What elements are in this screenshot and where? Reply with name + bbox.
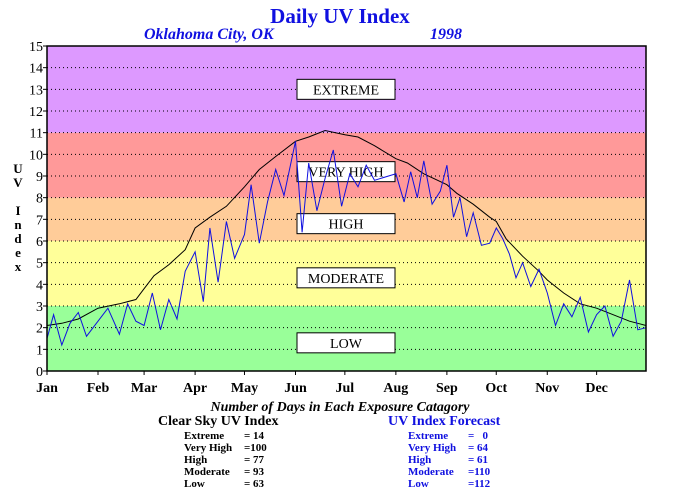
x-tick-label: Sep (436, 381, 458, 396)
row-value: = 64 (468, 442, 489, 454)
y-axis-label: U V I n d e x (10, 162, 26, 274)
y-tick-label: 4 (36, 278, 43, 293)
y-tick-label: 6 (36, 235, 43, 250)
row-value: = 63 (244, 478, 265, 490)
y-tick-label: 1 (36, 343, 43, 358)
y-axis-label-char: n (14, 217, 22, 232)
band-label-box (296, 267, 396, 289)
band-label: HIGH (329, 218, 364, 233)
band-label-box (296, 213, 396, 235)
plot-frame (46, 45, 647, 372)
row-value: = 14 (244, 430, 265, 442)
row-label: Low (408, 478, 429, 490)
clear-sky-row: Extreme = 14 (184, 430, 267, 442)
x-tick-label: Dec (585, 381, 608, 396)
row-label: Extreme (408, 430, 449, 442)
y-axis-label-char: I (15, 203, 21, 218)
forecast-table: Extreme = 0 Very High = 64 High = 61 Modera… (408, 430, 490, 490)
band-label: LOW (330, 337, 363, 352)
chart-title: Daily UV Index (270, 4, 410, 28)
row-value: =110 (468, 466, 491, 478)
clear-sky-row: High = 77 (184, 454, 267, 466)
forecast-row: High = 61 (408, 454, 490, 466)
row-value: = 0 (468, 430, 489, 442)
clear_sky-series-line (46, 129, 647, 326)
chart-location: Oklahoma City, OK (144, 26, 274, 43)
row-value: =100 (244, 442, 267, 454)
y-tick-label: 9 (36, 170, 43, 185)
forecast-row: Low =112 (408, 478, 490, 490)
band-label-box (296, 161, 396, 183)
y-tick-label: 10 (29, 148, 43, 163)
y-tick-label: 12 (29, 105, 43, 120)
clear-sky-table: Extreme = 14 Very High =100 High = 77 Moder… (184, 430, 267, 490)
y-tick-label: 11 (30, 127, 43, 142)
y-tick-label: 8 (36, 192, 43, 207)
y-axis-label-char: V (13, 175, 23, 190)
chart-year: 1998 (430, 26, 462, 43)
clear-sky-row: Moderate = 93 (184, 466, 267, 478)
row-label: Moderate (408, 466, 454, 478)
forecast-heading: UV Index Forecast (388, 414, 501, 429)
clear-sky-row: Low = 63 (184, 478, 267, 490)
x-tick-label: Jul (336, 381, 355, 396)
y-tick-label: 7 (36, 213, 43, 228)
y-tick-label: 5 (36, 257, 43, 272)
x-tick-label: Nov (535, 381, 559, 396)
x-tick-label: Apr (183, 381, 207, 396)
y-tick-label: 13 (29, 83, 43, 98)
row-label: High (408, 454, 432, 466)
row-value: =112 (468, 478, 491, 490)
x-tick-label: Mar (131, 381, 157, 396)
x-tick-label: Feb (87, 381, 110, 396)
forecast-row: Moderate =110 (408, 466, 490, 478)
category-caption: Number of Days in Each Exposure Catagory (210, 400, 470, 415)
y-tick-label: 15 (29, 40, 43, 55)
x-tick-label: Jan (36, 381, 58, 396)
forecast-series-line (46, 141, 647, 347)
row-label: Extreme (184, 430, 225, 442)
band-label-box (296, 78, 396, 100)
y-tick-label: 14 (29, 62, 43, 77)
row-label: Very High (408, 442, 457, 454)
band-label: MODERATE (308, 272, 384, 287)
x-tick-label: Jun (284, 381, 307, 396)
row-label: Low (184, 478, 205, 490)
y-tick-label: 0 (36, 365, 43, 380)
clear-sky-heading: Clear Sky UV Index (158, 414, 279, 429)
y-tick-label: 3 (36, 300, 43, 315)
clear-sky-row: Very High =100 (184, 442, 267, 454)
forecast-row: Extreme = 0 (408, 430, 490, 442)
y-axis-label-char: x (14, 259, 22, 274)
band-label-box (296, 332, 396, 354)
row-value: = 61 (468, 454, 489, 466)
row-label: High (184, 454, 208, 466)
row-value: = 93 (244, 466, 265, 478)
y-axis-label-char: U (13, 161, 23, 176)
x-tick-label: May (231, 381, 258, 396)
band-label: EXTREME (313, 83, 379, 98)
forecast-row: Very High = 64 (408, 442, 490, 454)
band-label: VERY HIGH (308, 166, 383, 181)
row-value: = 77 (244, 454, 265, 466)
y-axis-label-char (10, 190, 26, 204)
y-tick-label: 2 (36, 322, 43, 337)
x-tick-label: Aug (383, 381, 408, 396)
x-tick-label: Oct (485, 381, 507, 396)
row-label: Moderate (184, 466, 230, 478)
row-label: Very High (184, 442, 233, 454)
y-axis-label-char: e (15, 245, 21, 260)
y-axis-label-char: d (14, 231, 22, 246)
